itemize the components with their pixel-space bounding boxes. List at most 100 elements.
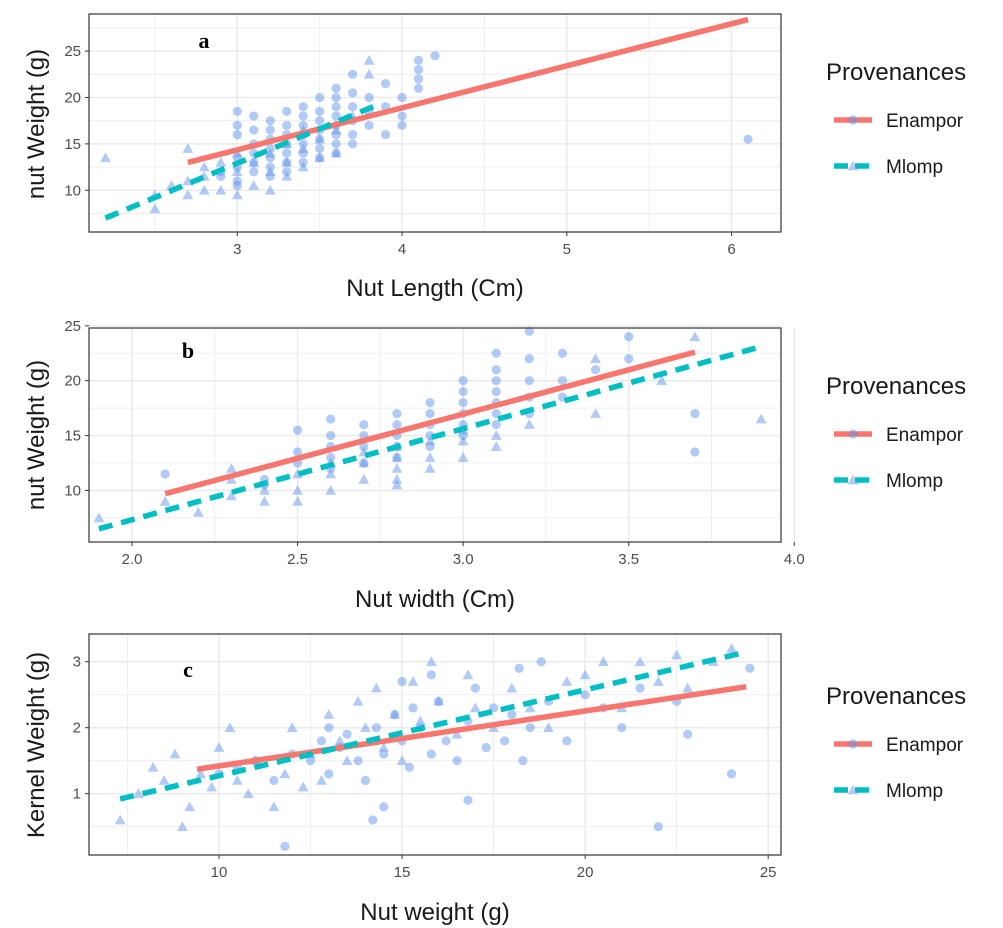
legend-title: Provenances <box>826 373 966 400</box>
data-point-enampor <box>690 409 700 419</box>
data-point-enampor <box>458 376 468 386</box>
data-point-enampor <box>342 729 352 739</box>
data-point-mlomp <box>469 702 481 713</box>
data-point-mlomp <box>389 709 401 719</box>
legend-marker-circle <box>848 739 858 749</box>
data-point-enampor <box>653 822 663 832</box>
data-point-mlomp <box>726 643 737 653</box>
data-point-mlomp <box>424 452 436 462</box>
data-point-enampor <box>499 736 510 746</box>
data-point-enampor <box>458 387 468 397</box>
data-point-enampor <box>470 683 480 693</box>
data-point-mlomp <box>391 479 403 490</box>
legend-marker-triangle <box>847 160 859 171</box>
data-point-mlomp <box>391 463 403 473</box>
data-point-enampor <box>624 332 634 342</box>
data-point-enampor <box>413 83 424 93</box>
y-tick-label: 15 <box>64 428 81 445</box>
data-point-mlomp <box>414 715 426 726</box>
x-axis-title: Nut weight (g) <box>360 899 509 926</box>
data-point-enampor <box>562 736 572 746</box>
data-point-mlomp <box>198 161 210 172</box>
plot-border <box>88 13 782 233</box>
data-point-mlomp <box>215 184 227 195</box>
data-point-enampor <box>348 69 358 79</box>
y-tick-label: 20 <box>64 373 81 390</box>
plot-background <box>89 14 781 232</box>
data-point-enampor <box>315 116 325 126</box>
data-point-enampor <box>331 102 341 112</box>
data-point-enampor <box>160 469 170 479</box>
data-point-enampor <box>353 756 363 766</box>
data-point-mlomp <box>268 801 280 812</box>
data-point-mlomp <box>286 722 298 732</box>
data-point-enampor <box>232 120 242 130</box>
data-point-mlomp <box>224 722 236 732</box>
y-tick-label: 25 <box>64 318 81 335</box>
y-tick-label: 15 <box>64 136 81 153</box>
data-point-enampor <box>463 795 473 805</box>
data-point-enampor <box>397 92 407 103</box>
data-point-mlomp <box>215 157 227 167</box>
data-point-mlomp <box>323 709 335 719</box>
data-point-mlomp <box>590 353 601 364</box>
data-point-mlomp <box>182 189 194 200</box>
legend-label-enampor: Enampor <box>886 111 964 132</box>
data-point-mlomp <box>133 788 144 798</box>
x-tick-label: 5 <box>563 241 571 258</box>
data-point-enampor <box>524 354 534 364</box>
data-point-mlomp <box>523 419 535 429</box>
data-point-enampor <box>507 709 517 720</box>
data-point-enampor <box>368 815 378 825</box>
data-point-enampor <box>380 78 391 89</box>
x-tick-label: 3.0 <box>453 551 474 568</box>
data-point-enampor <box>380 129 391 140</box>
x-axis-title: Nut Length (Cm) <box>346 275 523 302</box>
data-point-enampor <box>514 663 524 673</box>
data-point-enampor <box>743 134 753 144</box>
x-tick-label: 3 <box>233 241 241 258</box>
data-point-mlomp <box>281 170 293 181</box>
data-point-mlomp <box>462 669 474 680</box>
data-point-mlomp <box>598 656 609 667</box>
legend: Provenances Enampor Mlomp <box>826 59 966 178</box>
data-point-mlomp <box>192 506 204 517</box>
data-point-mlomp <box>371 682 382 693</box>
data-point-enampor <box>408 703 418 713</box>
data-point-mlomp <box>378 742 390 752</box>
data-point-mlomp <box>259 495 270 506</box>
data-point-enampor <box>392 409 402 419</box>
data-point-mlomp <box>225 474 237 484</box>
data-point-enampor <box>348 129 358 140</box>
data-point-enampor <box>232 129 242 140</box>
data-point-enampor <box>348 102 358 112</box>
data-point-mlomp <box>352 695 364 706</box>
y-tick-label: 10 <box>64 482 81 499</box>
data-point-enampor <box>491 419 501 430</box>
x-tick-label: 20 <box>577 864 594 881</box>
fit-line-mlomp <box>104 102 379 221</box>
data-point-mlomp <box>590 408 601 418</box>
data-point-mlomp <box>457 452 469 462</box>
data-point-enampor <box>690 447 700 457</box>
legend-marker-circle <box>848 115 858 125</box>
data-point-mlomp <box>297 143 309 153</box>
data-point-mlomp <box>656 375 668 385</box>
data-point-enampor <box>249 111 259 121</box>
data-point-enampor <box>331 92 341 103</box>
x-tick-label: 2.0 <box>122 551 143 568</box>
data-point-enampor <box>348 88 358 98</box>
data-point-mlomp <box>424 463 436 473</box>
plot-border <box>88 633 782 856</box>
data-point-mlomp <box>360 722 371 732</box>
legend-label-enampor: Enampor <box>886 735 964 756</box>
data-point-enampor <box>425 409 435 419</box>
data-point-mlomp <box>149 203 161 214</box>
data-point-mlomp <box>506 682 518 693</box>
data-point-mlomp <box>543 722 554 732</box>
chart-panel-b: 2.0 2.5 3.0 3.5 4.0 10 15 20 25 Nut width (Cm) nut… <box>23 318 966 613</box>
data-point-mlomp <box>316 775 327 785</box>
fit-line-mlomp <box>119 651 740 802</box>
data-point-enampor <box>316 736 327 746</box>
data-point-enampor <box>413 55 424 65</box>
